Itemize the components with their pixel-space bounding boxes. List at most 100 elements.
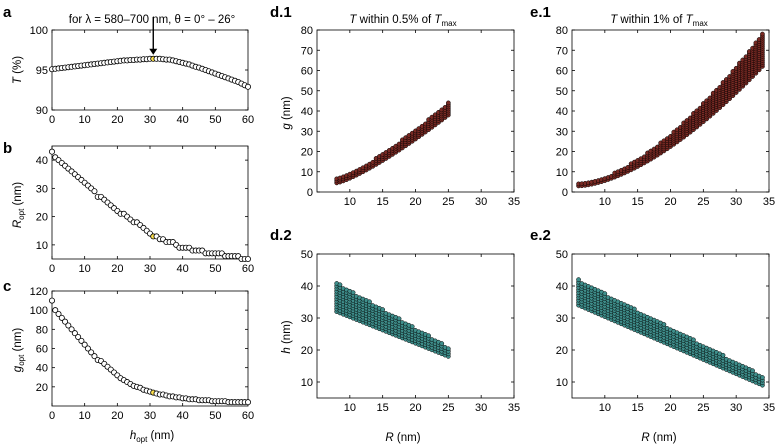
panel-label-e2: e.2 <box>530 227 551 244</box>
data-point-e2 <box>576 277 581 282</box>
data-point-e2 <box>661 322 667 327</box>
ytick-label-e1: 40 <box>556 106 568 118</box>
ylabel-a: T (%) <box>12 56 24 84</box>
data-point-d2 <box>445 346 451 352</box>
ytick-label-c: 40 <box>36 363 48 375</box>
xtick-label-c: 10 <box>79 410 91 422</box>
xtick-label-e2: 35 <box>763 402 775 414</box>
plot-frame-d1 <box>316 29 515 193</box>
xtick-label-a: 0 <box>49 114 55 126</box>
data-point-e2 <box>602 291 608 296</box>
xtick-label-d1: 20 <box>409 196 421 208</box>
ytick-label-c: 20 <box>36 382 48 394</box>
ylabel-c: gopt (nm) <box>12 328 26 373</box>
data-point-d2 <box>337 282 343 288</box>
xlabel-d2: R (nm) <box>385 432 420 444</box>
xtick-label-b: 50 <box>209 263 221 275</box>
ytick-label-e1: 70 <box>556 45 568 57</box>
plot-frame-b <box>51 145 249 260</box>
data-point-d2 <box>409 324 415 329</box>
data-point-c <box>55 310 62 317</box>
ytick-label-d2: 20 <box>301 345 313 357</box>
ytick-label-e1: 50 <box>556 86 568 98</box>
panel-label-c: c <box>3 278 11 295</box>
xtick-label-e1: 10 <box>599 196 611 208</box>
xtick-label-e1: 15 <box>632 196 644 208</box>
ytick-label-e1: 60 <box>556 66 568 78</box>
ytick-label-b: 40 <box>36 155 48 167</box>
ytick-label-d1: 50 <box>301 86 313 98</box>
xtick-label-d1: 25 <box>442 196 454 208</box>
data-point-c <box>88 349 95 356</box>
ytick-label-d2: 30 <box>301 313 313 325</box>
data-point-c <box>84 345 91 352</box>
xtick-label-d2: 15 <box>377 402 389 414</box>
ytick-label-d1: 30 <box>301 126 313 138</box>
xtick-label-d2: 20 <box>409 402 421 414</box>
xtick-label-c: 50 <box>209 410 221 422</box>
data-point-e2 <box>720 352 726 358</box>
data-point-c <box>81 341 88 348</box>
data-point-d2 <box>396 316 402 322</box>
ylabel-d1: g (nm) <box>281 96 293 129</box>
ytick-label-e2: 10 <box>556 377 568 389</box>
xtick-label-e1: 20 <box>664 196 676 208</box>
data-point-d2 <box>439 341 445 346</box>
ytick-label-d2: 50 <box>301 249 313 261</box>
title-e1: T within 1% of Tmax <box>610 14 708 28</box>
data-point-e2 <box>691 337 696 343</box>
plot-frame-e1 <box>571 29 770 193</box>
xtick-label-b: 20 <box>111 263 123 275</box>
ytick-label-c: 100 <box>30 305 48 317</box>
xtick-label-e2: 25 <box>697 402 709 414</box>
data-point-e2 <box>750 368 755 374</box>
ytick-label-b: 20 <box>36 212 48 224</box>
data-point-c <box>52 307 59 314</box>
ylabel-d2: h (nm) <box>281 320 293 353</box>
data-marks <box>49 17 765 406</box>
xtick-label-e2: 15 <box>632 402 644 414</box>
data-point-d2 <box>350 290 356 295</box>
xtick-label-b: 40 <box>177 263 189 275</box>
ytick-label-d1: 60 <box>301 66 313 78</box>
panel-label-b: b <box>3 140 12 157</box>
ytick-label-d1: 10 <box>301 167 313 179</box>
ytick-label-b: 30 <box>36 183 48 195</box>
xtick-label-b: 0 <box>49 263 55 275</box>
data-point-e1 <box>760 31 765 37</box>
data-point-b <box>91 188 98 195</box>
xtick-label-d2: 30 <box>475 402 487 414</box>
ytick-label-e2: 20 <box>556 345 568 357</box>
data-point-d2 <box>380 307 386 312</box>
data-point-e2 <box>632 306 637 312</box>
data-point-c <box>78 337 85 344</box>
ytick-label-d2: 10 <box>301 377 313 389</box>
ytick-label-a: 100 <box>30 25 48 37</box>
ytick-label-e1: 20 <box>556 147 568 159</box>
ytick-label-d2: 40 <box>301 281 313 293</box>
ytick-label-b: 10 <box>36 240 48 252</box>
ytick-label-e1: 0 <box>562 187 568 199</box>
xtick-label-d1: 10 <box>344 196 356 208</box>
data-point-c <box>58 314 65 321</box>
xtick-label-d1: 15 <box>377 196 389 208</box>
data-point-d2 <box>426 333 431 339</box>
xtick-label-b: 10 <box>79 263 91 275</box>
data-point-e2 <box>760 375 765 380</box>
xtick-label-d2: 35 <box>508 402 520 414</box>
ytick-label-e1: 80 <box>556 25 568 37</box>
xtick-label-c: 0 <box>49 410 55 422</box>
xtick-label-c: 60 <box>242 410 254 422</box>
data-point-d1 <box>445 100 451 106</box>
xtick-label-e2: 20 <box>664 402 676 414</box>
xtick-label-d2: 25 <box>442 402 454 414</box>
xtick-label-c: 20 <box>111 410 123 422</box>
data-point-c <box>75 333 82 340</box>
ytick-label-e2: 30 <box>556 313 568 325</box>
ytick-label-e1: 30 <box>556 126 568 138</box>
ylabel-b: Ropt (nm) <box>12 182 26 228</box>
panel-frames <box>51 29 770 407</box>
data-point-c <box>65 322 72 329</box>
ytick-label-e2: 50 <box>556 249 568 261</box>
xlabel-c: hopt (nm) <box>130 430 175 444</box>
